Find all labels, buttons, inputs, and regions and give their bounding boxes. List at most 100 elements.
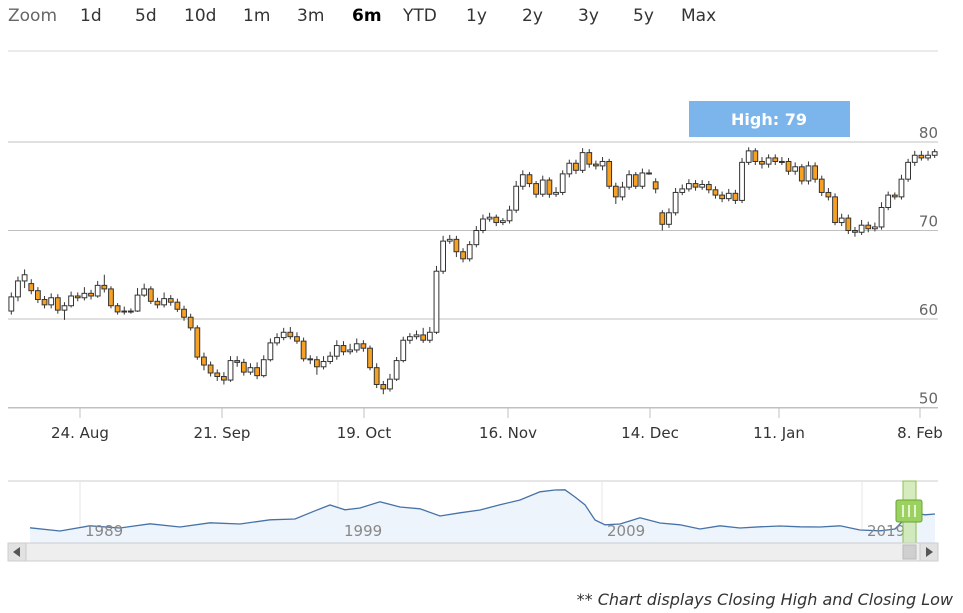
zoom-1d-button[interactable]: 1d [80, 6, 102, 26]
candle-body-up [413, 334, 420, 338]
candle-body-up [480, 218, 486, 231]
candle [845, 214, 852, 235]
candle [659, 210, 666, 231]
candle-body-down [798, 166, 805, 182]
candle [240, 358, 247, 376]
zoom-ytd-button[interactable]: YTD [403, 6, 437, 26]
zoom-1m-button[interactable]: 1m [243, 6, 271, 26]
candle [81, 287, 88, 301]
candle [433, 265, 440, 335]
candle [440, 235, 446, 274]
candle-body-down [812, 165, 818, 180]
candle-body-down [194, 327, 201, 358]
navigator-handle[interactable] [895, 499, 923, 523]
candle [420, 327, 427, 343]
candle-body-down [632, 174, 639, 187]
zoom-3y-button[interactable]: 3y [578, 6, 599, 26]
candle [506, 205, 513, 224]
candle [566, 159, 573, 178]
candle [88, 289, 94, 300]
candle-body-down [705, 183, 712, 191]
candle [400, 336, 407, 363]
candle-body-down [692, 183, 699, 188]
candle [739, 157, 745, 204]
candle [221, 372, 227, 385]
candle-body-down [420, 334, 427, 341]
candle-body-up [513, 185, 520, 211]
candle [872, 222, 878, 232]
candle-body-down [294, 336, 300, 342]
zoom-5d-button[interactable]: 5d [135, 6, 157, 26]
y-tick-label-70: 70 [919, 213, 938, 231]
candle-body-down [54, 297, 61, 311]
candle-body-down [187, 316, 194, 329]
candle-body-up [745, 150, 752, 163]
candle [838, 213, 845, 227]
candle-body-up [898, 178, 905, 198]
candle [61, 302, 68, 320]
candle [460, 248, 466, 263]
candle [606, 158, 613, 189]
candle-body-up [473, 230, 480, 246]
candle-body-down [108, 288, 114, 307]
candle-body-down [147, 288, 154, 302]
candle-body-up [779, 160, 785, 163]
candle-body-down [174, 301, 181, 310]
zoom-2y-button[interactable]: 2y [522, 6, 543, 26]
candle [267, 338, 274, 362]
candle-body-up [267, 342, 274, 361]
candle [287, 326, 294, 340]
candle-body-up [227, 360, 234, 381]
candle [825, 188, 832, 201]
scrollbar-thumb[interactable] [902, 544, 917, 560]
candle [114, 303, 121, 315]
candle-body-up [426, 331, 433, 341]
candle-body-up [387, 378, 393, 390]
candle-body-up [333, 345, 340, 357]
scroll-right-arrow-icon [926, 547, 933, 557]
candle [373, 363, 380, 389]
candle [128, 308, 134, 314]
candle [539, 175, 546, 197]
zoom-5y-button[interactable]: 5y [633, 6, 654, 26]
zoom-max-button[interactable]: Max [681, 6, 717, 26]
candle [413, 330, 420, 340]
candle-body-up [433, 270, 440, 333]
candle-body-up [274, 337, 280, 344]
candle-body-up [327, 355, 334, 362]
zoom-1y-button[interactable]: 1y [466, 6, 487, 26]
candle-body-up [94, 284, 101, 297]
candle [832, 193, 838, 226]
candle-body-up [553, 191, 559, 195]
candle [347, 343, 353, 355]
navigator-label-1999: 1999 [344, 522, 382, 540]
candle [68, 291, 74, 308]
candle-body-up [393, 360, 400, 380]
candle [931, 149, 938, 158]
candle [639, 168, 646, 189]
candle-body-down [240, 361, 247, 373]
zoom-6m-button[interactable]: 6m [352, 6, 382, 26]
candle [181, 305, 187, 321]
candle [805, 161, 812, 185]
zoom-10d-button[interactable]: 10d [184, 6, 217, 26]
candle [885, 191, 892, 211]
candle-body-up [626, 174, 632, 188]
candle-body-down [818, 178, 825, 193]
candle-body-up [646, 172, 652, 175]
scrollbar-track[interactable] [7, 542, 939, 562]
candle [141, 283, 148, 297]
candle-body-down [114, 305, 121, 313]
candle [227, 356, 234, 382]
candle [513, 180, 520, 213]
candle [500, 218, 506, 226]
candle [878, 202, 885, 230]
candle-body-up [931, 151, 938, 156]
candle [187, 313, 194, 331]
candle [918, 150, 925, 161]
candle-body-down [752, 150, 759, 162]
zoom-3m-button[interactable]: 3m [297, 6, 325, 26]
candle-body-down [460, 251, 466, 260]
candle [632, 172, 639, 189]
candle-body-up [320, 360, 327, 368]
